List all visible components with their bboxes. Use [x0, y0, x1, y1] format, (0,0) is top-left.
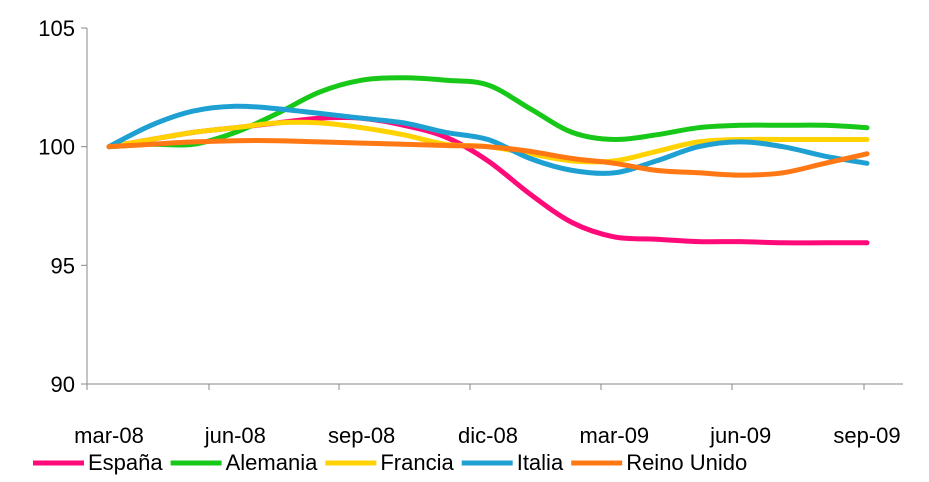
x-tick-label: dic-08 [458, 423, 518, 448]
y-tick-label: 95 [51, 253, 75, 278]
y-tick-label: 90 [51, 372, 75, 397]
x-tick-label: sep-08 [328, 423, 395, 448]
y-tick-label: 100 [38, 135, 75, 160]
series-lines [109, 78, 867, 243]
legend-label-espana: España [88, 450, 163, 475]
x-tick-label: sep-09 [833, 423, 900, 448]
y-axis-ticks: 90 95 100 105 [38, 16, 87, 397]
x-tick-label: jun-08 [204, 423, 266, 448]
legend-label-francia: Francia [380, 450, 454, 475]
series-line-alemania [109, 78, 867, 147]
chart-axes [87, 28, 903, 384]
legend-label-reino-unido: Reino Unido [626, 450, 747, 475]
x-tick-label: jun-09 [709, 423, 771, 448]
series-line-reino-unido [109, 141, 867, 176]
legend-label-alemania: Alemania [226, 450, 318, 475]
x-tick-label: mar-08 [74, 423, 144, 448]
x-axis-ticks: mar-08 jun-08 sep-08 dic-08 mar-09 jun-09 sep-… [74, 384, 900, 448]
legend-label-italia: Italia [517, 450, 564, 475]
x-tick-label: mar-09 [579, 423, 649, 448]
legend: España Alemania Francia Italia Reino Unido [33, 450, 747, 475]
y-tick-label: 105 [38, 16, 75, 41]
